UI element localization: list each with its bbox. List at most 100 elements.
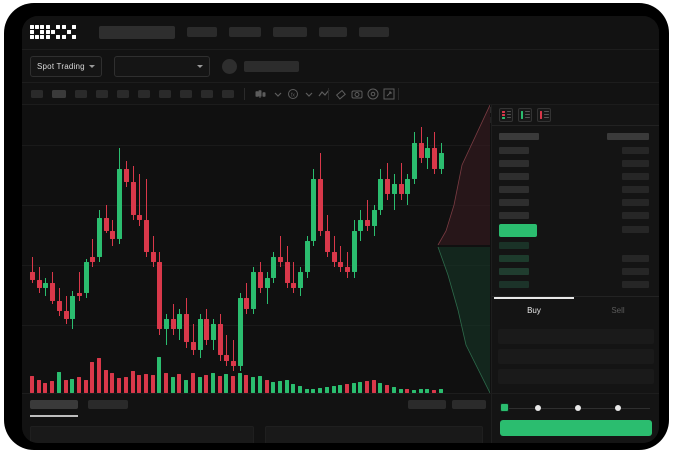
orderbook-last-price [499, 224, 537, 237]
timeframe-button-3[interactable] [96, 90, 108, 98]
candle [204, 105, 210, 393]
orderbook-panel: Buy Sell [491, 105, 659, 393]
volume-bar [304, 388, 309, 393]
candle [157, 105, 163, 393]
trading-pair-dropdown[interactable] [114, 56, 210, 77]
bottom-action-1[interactable] [408, 400, 446, 409]
candlestick-icon[interactable] [254, 87, 268, 101]
tab-order-history[interactable] [88, 400, 128, 409]
percent-slider-handle[interactable] [500, 403, 509, 412]
timeframe-button-0[interactable] [31, 90, 43, 98]
orderbook-ask-price[interactable] [499, 173, 529, 180]
orderbook-ask-price[interactable] [499, 186, 529, 193]
timeframe-button-9[interactable] [222, 90, 234, 98]
volume-bar [425, 389, 430, 393]
orderbook-ask-total [622, 160, 649, 167]
orderbook-bids-icon[interactable] [518, 108, 532, 122]
grid-line [22, 265, 490, 266]
tab-sell[interactable]: Sell [576, 297, 659, 323]
candle [190, 105, 196, 393]
volume-bar [210, 373, 215, 393]
pair-coin-icon [222, 59, 237, 74]
nav-item-2[interactable] [229, 27, 261, 37]
chevron-down-icon[interactable] [302, 87, 316, 101]
timeframe-button-4[interactable] [117, 90, 129, 98]
timeframe-button-2[interactable] [75, 90, 87, 98]
toolbar-divider [398, 88, 399, 100]
candle [117, 105, 123, 393]
amount-field[interactable] [498, 349, 654, 364]
line-chart-icon[interactable] [317, 87, 331, 101]
candle [177, 105, 183, 393]
global-search-input[interactable] [99, 26, 175, 39]
candle [231, 105, 236, 393]
timeframe-button-8[interactable] [201, 90, 213, 98]
candle [284, 105, 290, 393]
volume-bar [344, 384, 349, 393]
volume-bar [123, 376, 128, 393]
percent-slider-stop[interactable] [535, 405, 541, 411]
volume-bar [318, 387, 323, 393]
bottom-tab-active-indicator [30, 415, 78, 417]
order-form-tabs: Buy Sell [492, 296, 659, 322]
timeframe-button-7[interactable] [180, 90, 192, 98]
nav-item-4[interactable] [319, 27, 347, 37]
nav-item-1[interactable] [187, 27, 217, 37]
nav-item-5[interactable] [359, 27, 389, 37]
candle [210, 105, 216, 393]
orderbook-bid-price[interactable] [499, 242, 529, 249]
camera-icon[interactable] [350, 87, 364, 101]
volume-bar [170, 376, 175, 393]
volume-bar [177, 374, 182, 393]
okx-logo[interactable] [30, 25, 76, 39]
volume-bar [43, 383, 48, 393]
orderbook-bid-price[interactable] [499, 255, 529, 262]
price-field[interactable] [498, 329, 654, 344]
volume-bar [143, 374, 148, 393]
orderbook-asks-icon[interactable] [537, 108, 551, 122]
candle [277, 105, 283, 393]
app-screen: Spot Trading [22, 16, 659, 443]
orderbook-ask-price[interactable] [499, 199, 529, 206]
chevron-down-icon[interactable] [271, 87, 285, 101]
volume-bar [244, 375, 249, 393]
settings-icon[interactable] [366, 87, 380, 101]
chevron-down-icon [197, 65, 203, 68]
total-field[interactable] [498, 369, 654, 384]
orderbook-bid-price[interactable] [499, 268, 529, 275]
fullscreen-icon[interactable] [382, 87, 396, 101]
logo-letter-o [30, 25, 44, 39]
trading-mode-dropdown[interactable]: Spot Trading [30, 56, 102, 77]
orderbook-ask-price[interactable] [499, 160, 529, 167]
volume-bar [63, 380, 68, 393]
percent-slider-stop[interactable] [615, 405, 621, 411]
chevron-down-icon [89, 65, 95, 68]
eraser-icon[interactable] [334, 87, 348, 101]
volume-bar [324, 386, 329, 393]
timeframe-button-5[interactable] [138, 90, 150, 98]
candle [137, 105, 143, 393]
orderbook-ask-price[interactable] [499, 147, 529, 154]
volume-bar [257, 375, 262, 393]
candle [237, 105, 243, 393]
candle [244, 105, 250, 393]
timeframe-button-1[interactable] [52, 90, 66, 98]
orderbook-both-icon[interactable] [499, 108, 513, 122]
tab-open-orders[interactable] [30, 400, 78, 409]
indicator-icon[interactable]: fx [286, 87, 300, 101]
volume-histogram [22, 350, 490, 393]
submit-buy-button[interactable] [500, 420, 652, 436]
orderbook-ask-price[interactable] [499, 212, 529, 219]
candle [123, 105, 129, 393]
timeframe-button-6[interactable] [159, 90, 171, 98]
candle [291, 105, 297, 393]
percent-slider-stop[interactable] [575, 405, 581, 411]
orderbook-bid-price[interactable] [499, 281, 529, 288]
nav-item-3[interactable] [273, 27, 307, 37]
tab-buy[interactable]: Buy [492, 297, 576, 323]
volume-bar [30, 375, 34, 393]
candle [264, 105, 270, 393]
candle [385, 105, 391, 393]
bottom-action-2[interactable] [452, 400, 486, 409]
volume-bar [117, 377, 122, 393]
